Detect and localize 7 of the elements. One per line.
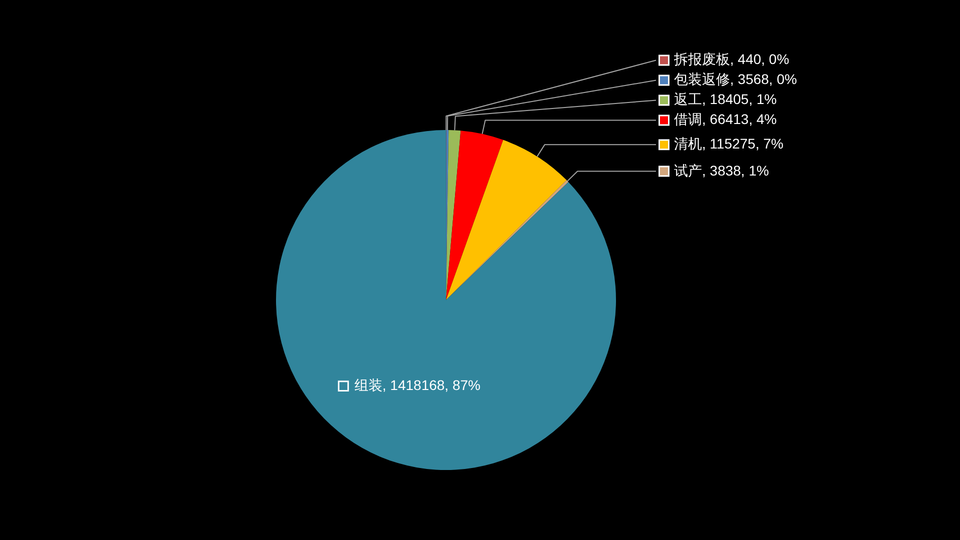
legend-label: 借调, 66413, 4% (674, 111, 777, 128)
legend-label: 清机, 115275, 7% (674, 136, 784, 152)
legend-label: 试产, 3838, 1% (674, 162, 769, 178)
legend-label: 组装, 1418168, 87% (354, 377, 480, 394)
legend-label: 包装返修, 3568, 0% (674, 71, 797, 88)
legend-label: 返工, 18405, 1% (674, 91, 777, 108)
legend-label: 拆报废板, 440, 0% (673, 51, 790, 68)
